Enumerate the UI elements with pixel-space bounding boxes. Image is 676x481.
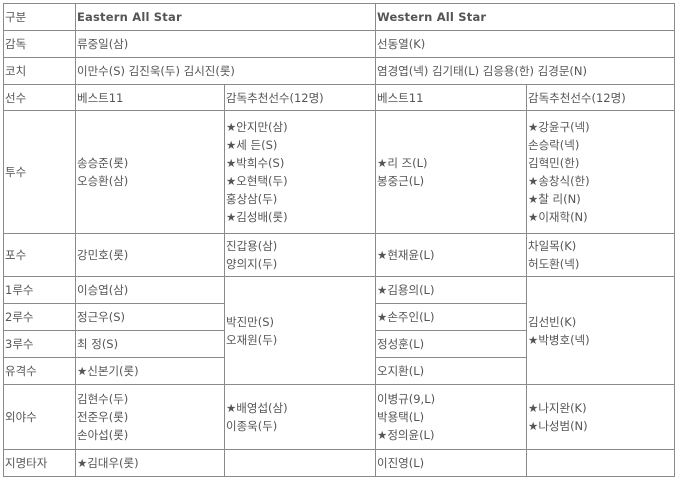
player: 박진만(S) <box>226 314 275 329</box>
catcher-label: 포수 <box>3 233 76 277</box>
manager-row: 감독 류중일(삼) 선동열(K) <box>3 30 676 58</box>
shortstop-label: 유격수 <box>3 357 76 385</box>
first-base-label: 1루수 <box>3 276 76 304</box>
pitcher-row: 투수 송승준(롯) 오승환(삼) ★안지만(삼) ★세 든(S) ★박희수(S)… <box>3 110 676 234</box>
player: ★안지만(삼) <box>226 120 288 134</box>
west-first-base: ★김용의(L) <box>375 276 528 304</box>
player: 전준우(롯) <box>77 410 129 424</box>
west-rec-header: 감독추천선수(12명) <box>526 84 676 111</box>
east-best-pitchers: 송승준(롯) 오승환(삼) <box>75 110 225 234</box>
west-third-base: 정성훈(L) <box>375 330 528 358</box>
player: ★박병호(넥) <box>528 332 590 347</box>
player: ★강윤구(넥) <box>528 120 590 134</box>
players-header-row: 선수 베스트11 감독추천선수(12명) 베스트11 감독추천선수(12명) <box>3 84 676 111</box>
player: 양의지(두) <box>226 257 278 271</box>
east-third-base: 최 정(S) <box>75 330 225 358</box>
west-best-outfielders: 이병규(9,L) 박용택(L) ★정의윤(L) <box>375 384 528 450</box>
second-base-row: 2루수 정근우(S) ★손주인(L) <box>3 303 675 331</box>
west-best-pitchers: ★리 즈(L) 봉중근(L) <box>375 110 528 234</box>
east-rec-infielders: 박진만(S) 오재원(두) <box>223 276 377 385</box>
all-star-roster-table: 구분 Eastern All Star Western All Star 감독 … <box>3 3 676 477</box>
dh-label: 지명타자 <box>3 449 76 477</box>
west-best-header: 베스트11 <box>375 84 528 111</box>
player: 홍상삼(두) <box>226 192 278 206</box>
player: ★나성범(N) <box>528 419 588 433</box>
player: 손승락(넥) <box>528 138 580 152</box>
player: 이병규(9,L) <box>377 392 436 406</box>
player: ★리 즈(L) <box>377 156 428 170</box>
west-dh: 이진영(L) <box>375 449 528 477</box>
header-row: 구분 Eastern All Star Western All Star <box>3 3 676 31</box>
east-rec-catchers: 진갑용(삼) 양의지(두) <box>223 233 377 277</box>
player: 김선빈(K) <box>528 314 577 329</box>
players-label: 선수 <box>3 84 76 111</box>
west-second-base: ★손주인(L) <box>375 303 528 331</box>
west-rec-outfielders: ★나지완(K) ★나성범(N) <box>526 384 676 450</box>
outfield-row: 외야수 김현수(두) 전준우(롯) 손아섭(롯) ★배영섭(삼) 이종욱(두) … <box>3 384 676 450</box>
west-rec-catchers: 차일목(K) 허도환(넥) <box>526 233 676 277</box>
eastern-header: Eastern All Star <box>74 3 377 31</box>
east-dh: ★김대우(롯) <box>75 449 225 477</box>
pitcher-label: 투수 <box>3 110 76 234</box>
western-header: Western All Star <box>375 3 676 31</box>
player: ★정의윤(L) <box>377 428 435 442</box>
east-rec-pitchers: ★안지만(삼) ★세 든(S) ★박희수(S) ★오현택(두) 홍상삼(두) ★… <box>223 110 377 234</box>
player: ★배영섭(삼) <box>226 401 288 415</box>
coach-label: 코치 <box>3 57 76 85</box>
player: ★이재학(N) <box>528 210 588 224</box>
player: ★박희수(S) <box>226 156 285 170</box>
player: 송승준(롯) <box>77 156 129 170</box>
player: 오승환(삼) <box>77 174 129 188</box>
shortstop-row: 유격수 ★신본기(롯) 오지환(L) <box>3 357 675 385</box>
player: 손아섭(롯) <box>77 428 129 442</box>
east-shortstop: ★신본기(롯) <box>75 357 225 385</box>
east-manager: 류중일(삼) <box>74 30 377 58</box>
east-best-catcher: 강민호(롯) <box>75 233 225 277</box>
player: 이종욱(두) <box>226 419 278 433</box>
outfield-label: 외야수 <box>3 384 76 450</box>
player: 허도환(넥) <box>528 257 580 271</box>
east-second-base: 정근우(S) <box>75 303 225 331</box>
west-rec-dh <box>526 449 676 477</box>
east-first-base: 이승엽(삼) <box>75 276 225 304</box>
east-rec-dh <box>223 449 377 477</box>
west-rec-pitchers: ★강윤구(넥) 손승락(넥) 김혁민(한) ★송창식(한) ★찰 리(N) ★이… <box>526 110 676 234</box>
player: 박용택(L) <box>377 410 425 424</box>
west-shortstop: 오지환(L) <box>375 357 528 385</box>
coach-row: 코치 이만수(S) 김진욱(두) 김시진(롯) 염경엽(넥) 김기태(L) 김응… <box>3 57 676 85</box>
player: 오재원(두) <box>226 332 278 347</box>
east-best-outfielders: 김현수(두) 전준우(롯) 손아섭(롯) <box>75 384 225 450</box>
player: ★오현택(두) <box>226 174 288 188</box>
west-rec-infielders: 김선빈(K) ★박병호(넥) <box>526 276 676 385</box>
player: 김현수(두) <box>77 392 129 406</box>
east-coaches: 이만수(S) 김진욱(두) 김시진(롯) <box>74 57 377 85</box>
player: ★나지완(K) <box>528 401 587 415</box>
first-base-row: 1루수 이승엽(삼) 박진만(S) 오재원(두) ★김용의(L) 김선빈(K) … <box>3 276 676 385</box>
manager-label: 감독 <box>3 30 76 58</box>
east-rec-outfielders: ★배영섭(삼) 이종욱(두) <box>223 384 377 450</box>
east-rec-header: 감독추천선수(12명) <box>223 84 377 111</box>
second-base-label: 2루수 <box>3 303 76 331</box>
west-manager: 선동열(K) <box>375 30 676 58</box>
player: 봉중근(L) <box>377 174 425 188</box>
west-best-catcher: ★현재윤(L) <box>375 233 528 277</box>
third-base-row: 3루수 최 정(S) 정성훈(L) <box>3 330 675 358</box>
west-coaches: 염경엽(넥) 김기태(L) 김응용(한) 김경문(N) <box>375 57 676 85</box>
player: 차일목(K) <box>528 239 577 253</box>
player: ★세 든(S) <box>226 138 278 152</box>
catcher-row: 포수 강민호(롯) 진갑용(삼) 양의지(두) ★현재윤(L) 차일목(K) 허… <box>3 233 676 277</box>
player: 김혁민(한) <box>528 156 580 170</box>
player: 진갑용(삼) <box>226 239 278 253</box>
east-best-header: 베스트11 <box>75 84 225 111</box>
header-label: 구분 <box>3 3 76 31</box>
dh-row: 지명타자 ★김대우(롯) 이진영(L) <box>3 449 676 477</box>
player: ★찰 리(N) <box>528 192 581 206</box>
player: ★김성배(롯) <box>226 210 288 224</box>
player: ★송창식(한) <box>528 174 590 188</box>
third-base-label: 3루수 <box>3 330 76 358</box>
